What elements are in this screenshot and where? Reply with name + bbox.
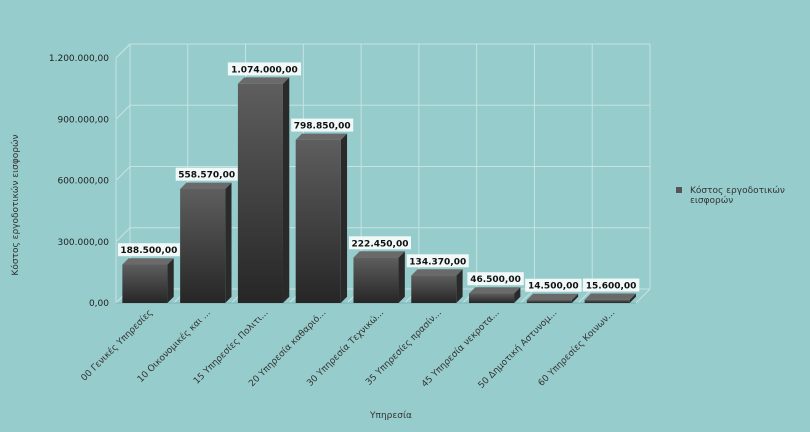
legend-swatch: [676, 187, 682, 193]
data-label: 1.074.000,00: [231, 65, 298, 75]
bar: [122, 264, 168, 303]
bar-side: [571, 293, 579, 303]
bars-layer: [122, 77, 636, 303]
data-label-box: [117, 243, 180, 257]
data-label-box: [582, 278, 640, 292]
legend[interactable]: Κόστος εργοδοτικών εισφορών: [676, 186, 796, 206]
bar-top: [469, 287, 521, 294]
bar: [353, 257, 399, 303]
data-label: 46.500,00: [470, 275, 521, 285]
y-tick-label: 1.200.000,00: [49, 54, 109, 64]
bar: [584, 299, 630, 303]
data-label-box: [227, 62, 302, 76]
bar-side: [225, 182, 232, 303]
bar-side: [340, 133, 348, 303]
data-label: 134.370,00: [409, 257, 466, 267]
y-axis-title: Κόστος εργοδοτικών εισφορών: [10, 134, 21, 275]
grid-line-horizontal: [115, 227, 650, 243]
bar-top: [180, 182, 232, 189]
bar-top: [526, 293, 579, 301]
bar-side: [282, 77, 290, 303]
bar: [469, 293, 515, 303]
y-tick-label: 900.000,00: [57, 115, 109, 125]
bar: [411, 275, 457, 303]
floor-line: [635, 288, 651, 304]
grid-line-horizontal: [115, 166, 650, 181]
data-label-box: [467, 272, 524, 286]
y-tick-label: 600.000,00: [57, 177, 109, 187]
bar-side: [398, 251, 405, 303]
bar-top: [237, 77, 290, 84]
data-label: 188.500,00: [120, 246, 177, 256]
bar: [180, 188, 226, 303]
data-label-box: [406, 254, 469, 268]
bar-top: [295, 133, 348, 140]
data-labels-layer: 188.500,00 558.570,00 1.074.000,00 798.850,…: [117, 62, 640, 292]
y-axis: 0,00 300.000,00 600.000,00 900.000,00 1.200.…: [49, 54, 116, 309]
bar-top: [122, 258, 174, 265]
data-label-box: [291, 118, 354, 132]
bar-top: [584, 293, 636, 300]
bar: [295, 139, 341, 303]
data-label-box: [525, 278, 582, 292]
y-tick-label: 0,00: [89, 299, 109, 309]
data-label-box: [349, 236, 411, 250]
bar-top: [353, 251, 405, 258]
bar: [526, 300, 572, 303]
grid-line-horizontal: [115, 104, 650, 120]
grid-line-horizontal: [115, 43, 650, 59]
bar-top: [411, 269, 463, 276]
bar-side: [167, 258, 174, 303]
data-label: 15.600,00: [586, 282, 637, 292]
data-label: 222.450,00: [352, 239, 409, 249]
x-axis-title: Υπηρεσία: [369, 411, 412, 421]
legend-label: Κόστος εργοδοτικών εισφορών: [690, 186, 785, 206]
bar: [237, 83, 283, 303]
bar-side: [514, 287, 521, 303]
y-tick-label: 300.000,00: [57, 238, 109, 248]
data-label: 558.570,00: [178, 171, 235, 181]
data-label: 14.500,00: [528, 282, 579, 292]
data-label: 798.850,00: [294, 122, 351, 132]
bar-side: [629, 293, 636, 303]
data-label-box: [175, 167, 238, 181]
bar-side: [456, 269, 463, 303]
